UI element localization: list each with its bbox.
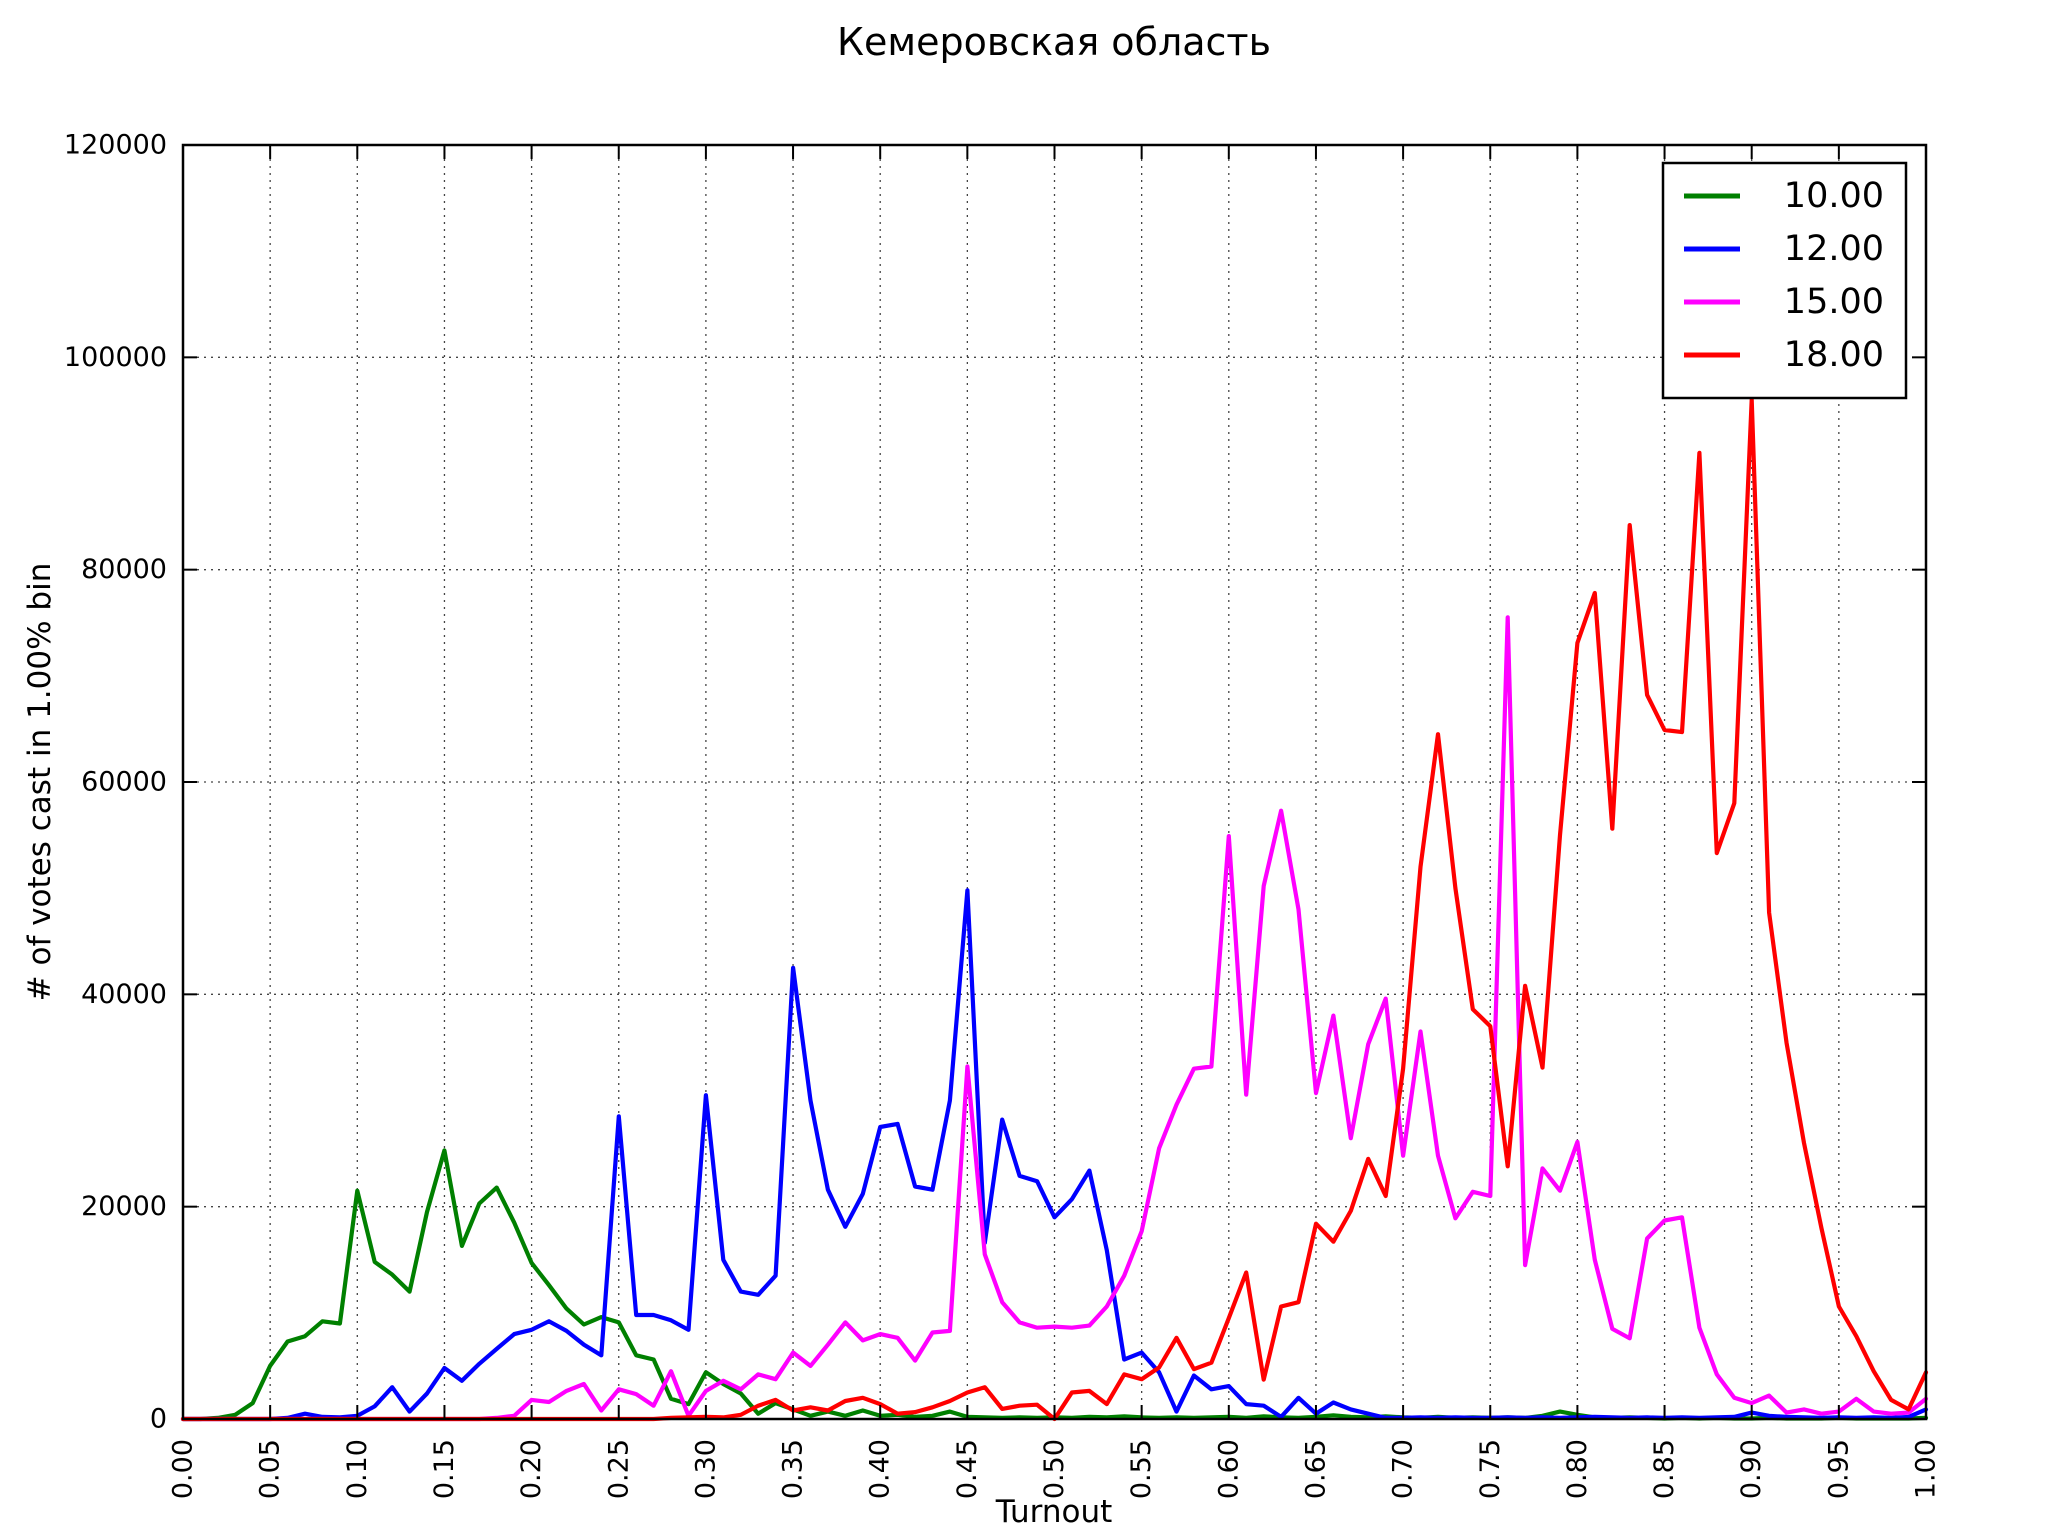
y-axis-label: # of votes cast in 1.00% bin xyxy=(22,562,58,1002)
x-tick-label: 1.00 xyxy=(1911,1439,1942,1499)
chart-title: Кемеровская область xyxy=(837,20,1271,64)
x-tick-label: 0.85 xyxy=(1649,1439,1680,1499)
series-line-12.00 xyxy=(180,888,1929,1422)
legend-label-12.00: 12.00 xyxy=(1784,229,1884,269)
x-tick-label: 0.80 xyxy=(1562,1439,1593,1499)
x-axis-label: Turnout xyxy=(995,1494,1113,1530)
x-tick-label: 0.90 xyxy=(1736,1439,1767,1499)
x-tick-label: 0.60 xyxy=(1213,1439,1244,1499)
x-tick-label: 0.35 xyxy=(778,1439,809,1499)
y-tick-label: 40000 xyxy=(81,979,167,1010)
y-tick-label: 80000 xyxy=(81,554,167,585)
y-tick-label: 20000 xyxy=(81,1191,167,1222)
x-tick-label: 0.40 xyxy=(865,1439,896,1499)
x-tick-label: 0.20 xyxy=(516,1439,547,1499)
x-tick-label: 0.30 xyxy=(690,1439,721,1499)
x-tick-label: 0.75 xyxy=(1475,1439,1506,1499)
x-tick-label: 0.05 xyxy=(255,1439,286,1499)
y-tick-label: 120000 xyxy=(64,130,167,161)
x-tick-label: 0.70 xyxy=(1388,1439,1419,1499)
series-line-15.00 xyxy=(180,615,1929,1422)
y-tick-label: 0 xyxy=(150,1404,167,1435)
x-tick-label: 0.55 xyxy=(1126,1439,1157,1499)
x-tick-label: 0.65 xyxy=(1300,1439,1331,1499)
x-tick-label: 0.95 xyxy=(1823,1439,1854,1499)
x-tick-label: 0.00 xyxy=(168,1439,199,1499)
y-tick-label: 100000 xyxy=(64,342,167,373)
legend-label-18.00: 18.00 xyxy=(1784,335,1884,375)
y-tick-label: 60000 xyxy=(81,767,167,798)
legend-box xyxy=(1661,161,1908,400)
x-tick-label: 0.45 xyxy=(952,1439,983,1499)
legend-label-10.00: 10.00 xyxy=(1784,176,1884,216)
x-tick-label: 0.10 xyxy=(342,1439,373,1499)
x-tick-label: 0.50 xyxy=(1039,1439,1070,1499)
x-tick-label: 0.25 xyxy=(603,1439,634,1499)
x-tick-label: 0.15 xyxy=(429,1439,460,1499)
legend-label-15.00: 15.00 xyxy=(1784,282,1884,322)
